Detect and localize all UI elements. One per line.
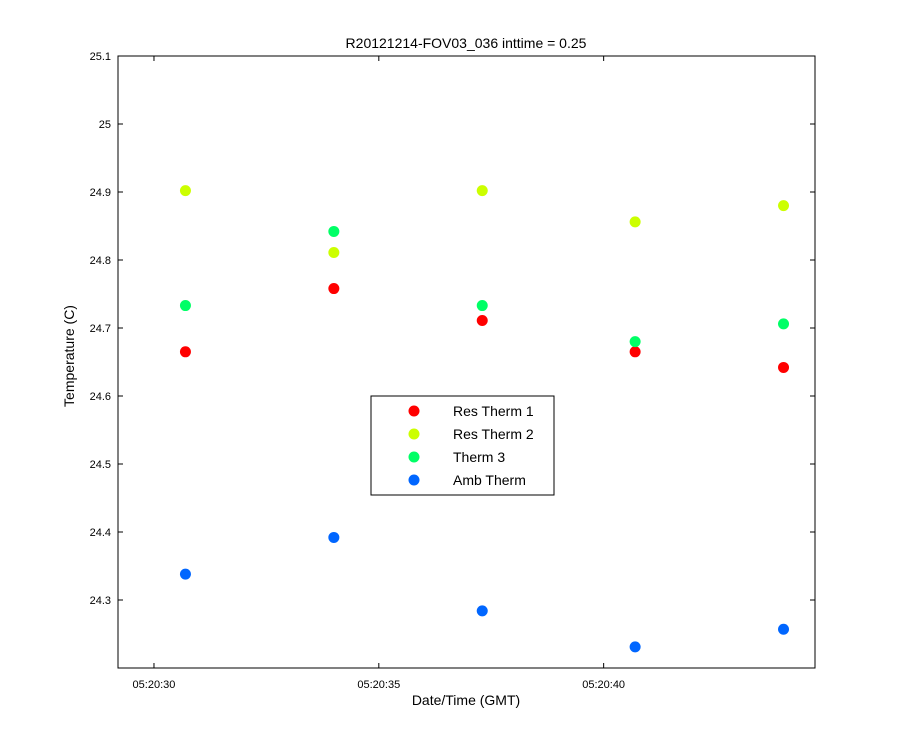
x-tick-label: 05:20:40 [582,679,625,691]
data-point [629,216,641,228]
data-point [778,623,790,635]
data-point [328,531,340,543]
y-tick-label: 24.8 [90,255,111,267]
data-point [629,346,641,358]
data-point [179,300,191,312]
y-tick-label: 24.9 [90,187,111,199]
chart-title: R20121214-FOV03_036 inttime = 0.25 [346,35,587,51]
data-point [179,185,191,197]
data-point [179,568,191,580]
y-tick-label: 24.7 [90,323,111,335]
x-axis-title: Date/Time (GMT) [412,692,520,708]
data-point [179,346,191,358]
data-point [629,336,641,348]
data-point [476,185,488,197]
data-point [778,318,790,330]
x-tick-label: 05:20:30 [133,679,176,691]
legend-marker [408,428,420,440]
data-point [476,300,488,312]
legend-marker [408,474,420,486]
y-tick-label: 24.4 [90,527,111,539]
series-res-therm-1 [179,283,790,373]
legend-label: Res Therm 1 [453,403,534,419]
data-point [328,283,340,295]
legend-label: Res Therm 2 [453,426,534,442]
legend-box [370,395,555,496]
legend-label: Therm 3 [453,449,505,465]
data-points [179,185,790,653]
x-tick-label: 05:20:35 [357,679,400,691]
legend-marker [408,405,420,417]
data-point [476,605,488,617]
legend: Res Therm 1 Res Therm 2 Therm 3 Amb Therm [370,395,555,496]
y-axis-title: Temperature (C) [61,305,77,407]
y-tick-label: 25 [99,119,111,131]
data-point [328,247,340,259]
y-tick-label: 25.1 [90,51,111,63]
y-tick-label: 24.5 [90,459,111,471]
y-axis: 24.3 24.4 24.5 24.6 24.7 24.8 24.9 25 25.1 [90,51,815,607]
data-point [328,225,340,237]
plot-area [117,55,816,669]
data-point [476,315,488,327]
series-res-therm-2 [179,185,790,259]
y-tick-label: 24.6 [90,391,111,403]
series-amb-therm [179,531,790,653]
series-therm-3 [179,225,790,348]
data-point [778,361,790,373]
data-point [778,200,790,212]
x-axis: 05:20:30 05:20:35 05:20:40 [133,56,625,691]
data-point [629,641,641,653]
y-tick-label: 24.3 [90,595,111,607]
legend-label: Amb Therm [453,472,526,488]
legend-marker [408,451,420,463]
